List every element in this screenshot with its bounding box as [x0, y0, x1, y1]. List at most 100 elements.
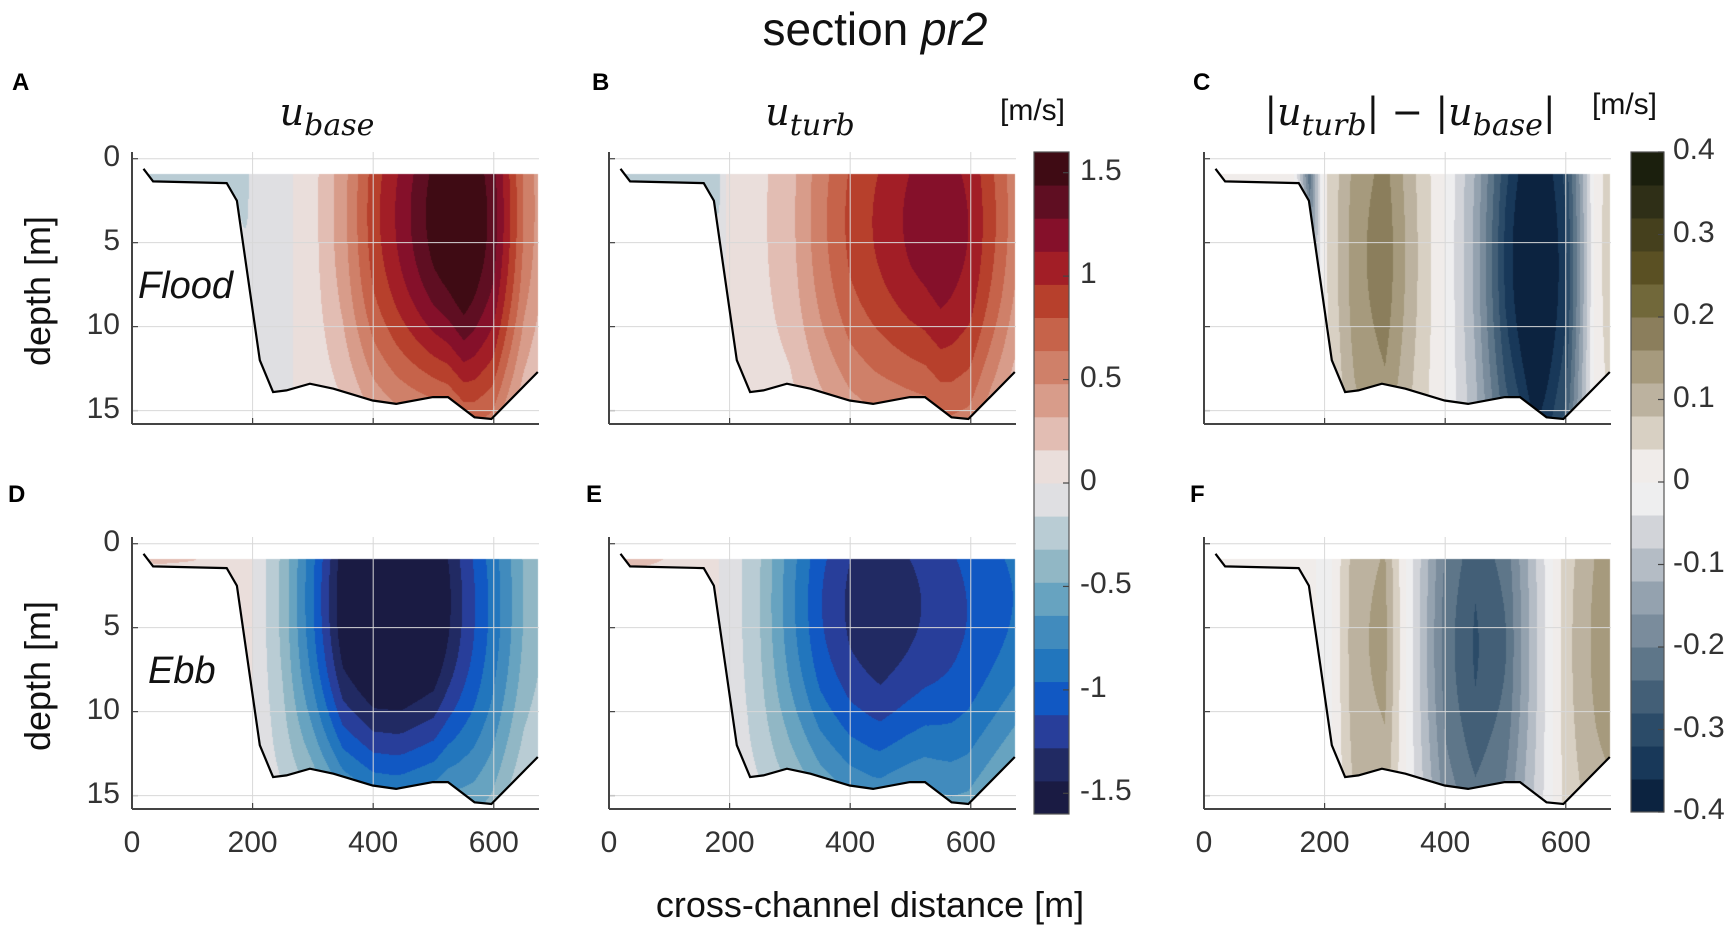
title-end: | — [1542, 90, 1556, 134]
colorbar-band — [1034, 549, 1069, 583]
title-var: u — [765, 90, 790, 134]
colorbar-unit-label: [m/s] — [1000, 94, 1065, 127]
title-mid: | − |u — [1366, 90, 1473, 134]
colorbar-tick-label: -0.1 — [1673, 545, 1725, 579]
colorbar-band — [1631, 251, 1664, 285]
colorbar-tick-label: 0.2 — [1673, 298, 1715, 331]
colorbar-band — [1631, 680, 1664, 714]
colorbar-tick-label: 0.3 — [1673, 215, 1715, 249]
colorbar-band — [1034, 152, 1069, 186]
y-tick-label: 15 — [86, 776, 120, 810]
bathymetry-line — [1214, 168, 1611, 421]
colorbar-tick-label: 0 — [1080, 464, 1097, 497]
title-italic: pr2 — [921, 3, 988, 55]
colorbar-tick-label: 0.1 — [1673, 380, 1715, 414]
colorbar-band — [1034, 648, 1069, 683]
x-tick-label: 400 — [348, 826, 399, 859]
y-tick-label: 0 — [103, 139, 120, 173]
colorbar-band — [1034, 483, 1069, 517]
colorbar-band — [1034, 350, 1069, 385]
x-tick-label: 400 — [1420, 826, 1471, 859]
colorbar-band — [1631, 647, 1664, 681]
colorbar-band — [1631, 449, 1664, 483]
axes-f — [1203, 537, 1611, 810]
colorbar-tick-label: -0.2 — [1673, 628, 1725, 661]
x-tick-label: 600 — [468, 826, 519, 859]
colorbar-tick-label: -0.5 — [1080, 567, 1132, 601]
bathymetry-line — [142, 553, 539, 806]
axes-d — [131, 537, 539, 810]
colorbar-band — [1631, 581, 1664, 615]
colorbar-tick-label: 1 — [1080, 257, 1097, 291]
colorbar-unit-label: [m/s] — [1592, 88, 1657, 121]
title-text: section — [762, 3, 922, 55]
colorbar-band — [1034, 449, 1069, 484]
panel-label-e: E — [586, 481, 603, 508]
colorbar-tick-label: -1 — [1080, 670, 1107, 704]
y-tick-label: 10 — [86, 307, 120, 341]
contour-field-a — [132, 152, 539, 424]
x-tick-label: 200 — [227, 826, 278, 859]
colorbar-band — [1631, 284, 1664, 318]
colorbar-band — [1034, 416, 1069, 451]
axes-a — [131, 152, 539, 425]
contour-field-b — [609, 152, 1016, 424]
colorbar-band — [1034, 284, 1069, 318]
panel-label-f: F — [1190, 481, 1205, 508]
colorbar-band — [1034, 582, 1069, 616]
colorbar-1 — [1033, 151, 1070, 815]
tide-label-ebb: Ebb — [148, 650, 216, 692]
panel-title: |uturb| − |ubase| — [1264, 90, 1555, 143]
colorbar-tick-label: 0 — [1673, 463, 1690, 496]
title-var: |u — [1264, 90, 1302, 134]
bathymetry-line — [142, 168, 539, 421]
colorbar-tick-label: 0.4 — [1673, 133, 1715, 166]
title-subscript: base — [304, 108, 375, 143]
colorbar-tick-label: -1.5 — [1080, 774, 1132, 808]
title-subscript: turb — [1301, 108, 1367, 143]
colorbar-band — [1631, 350, 1664, 384]
panel-label-a: A — [12, 69, 30, 96]
colorbar-band — [1034, 185, 1069, 219]
colorbar-band — [1631, 614, 1664, 648]
title-var: u — [279, 90, 305, 134]
title-subscript: turb — [789, 108, 855, 143]
bathymetry-line — [619, 168, 1016, 421]
x-tick-label: 0 — [600, 826, 618, 859]
colorbar-band — [1631, 152, 1664, 186]
colorbar-band — [1034, 681, 1069, 716]
y-axis-label-bottom: depth [m] — [17, 600, 58, 752]
colorbar-band — [1034, 615, 1069, 649]
colorbar-band — [1034, 317, 1069, 352]
colorbar-tick-label: -0.3 — [1673, 710, 1725, 744]
panel-title: uturb — [765, 90, 854, 143]
colorbar-band — [1034, 747, 1069, 782]
axes-c — [1203, 152, 1611, 425]
x-tick-label: 0 — [123, 826, 141, 859]
title-subscript-2: base — [1472, 108, 1543, 143]
x-tick-label: 600 — [945, 826, 996, 859]
colorbar-tick-label: 1.5 — [1080, 153, 1122, 187]
colorbar-band — [1631, 482, 1664, 516]
x-tick-label: 0 — [1195, 826, 1213, 859]
panel-label-d: D — [8, 481, 26, 508]
panel-label-c: C — [1193, 69, 1211, 96]
panel-title: ubase — [280, 90, 375, 143]
y-tick-label: 5 — [103, 608, 120, 642]
figure-title: section pr2 — [0, 2, 1734, 56]
y-tick-label: 5 — [103, 223, 120, 257]
axes-e — [608, 537, 1016, 810]
tide-label-flood: Flood — [138, 265, 234, 307]
colorbar-band — [1631, 746, 1664, 780]
contour-field-c — [1204, 152, 1611, 424]
colorbar-tick-label: -0.4 — [1673, 793, 1725, 826]
colorbar-band — [1631, 317, 1664, 351]
x-tick-label: 600 — [1540, 826, 1591, 859]
y-axis-label-top: depth [m] — [17, 215, 58, 367]
x-tick-label: 200 — [704, 826, 755, 859]
contour-field-d — [132, 537, 539, 809]
colorbar-band — [1034, 714, 1069, 749]
colorbar-2 — [1630, 151, 1665, 813]
x-tick-label: 400 — [825, 826, 876, 859]
colorbar-tick-label: 0.5 — [1080, 360, 1122, 394]
